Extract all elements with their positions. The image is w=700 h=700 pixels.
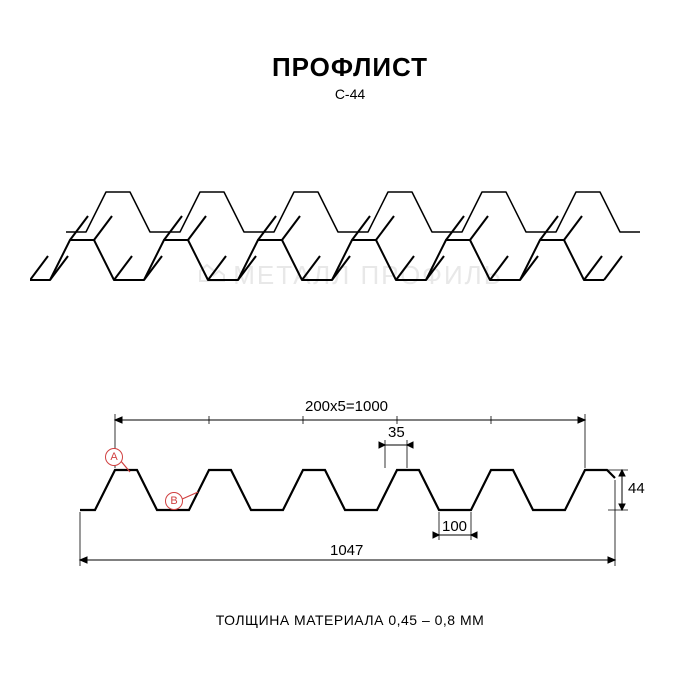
dim-ridge-bottom: 100	[442, 518, 467, 535]
page-title: ПРОФЛИСТ	[0, 52, 700, 83]
model-code: С-44	[0, 86, 700, 102]
dim-top-period: 200x5=1000	[305, 398, 388, 415]
dim-height: 44	[628, 480, 645, 497]
marker-b: B	[165, 492, 183, 510]
marker-a: A	[105, 448, 123, 466]
technical-cross-section: 200x5=1000 35 100 44 1047 A B	[60, 400, 640, 580]
material-thickness-note: ТОЛЩИНА МАТЕРИАЛА 0,45 – 0,8 ММ	[0, 612, 700, 628]
dim-overall: 1047	[330, 542, 363, 559]
isometric-profile-drawing	[30, 160, 670, 320]
dim-ridge-top: 35	[388, 424, 405, 441]
